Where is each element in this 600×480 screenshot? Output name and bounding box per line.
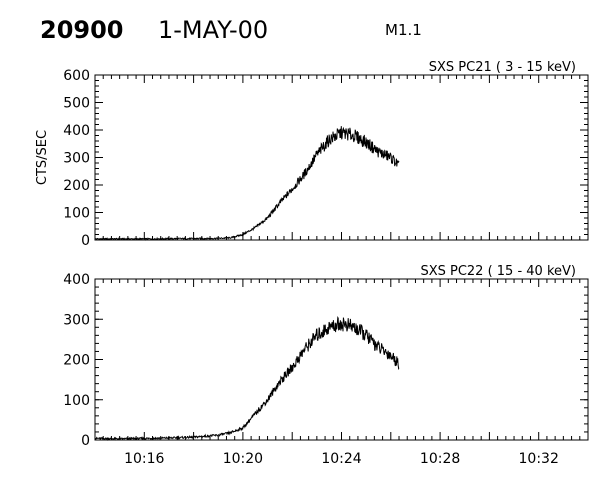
y-tick-label: 400 [63,123,90,139]
y-tick-label: 200 [63,178,90,194]
y-tick-label: 200 [63,353,90,369]
y-tick-label: 600 [63,68,90,84]
flare-class: M1.1 [385,21,422,39]
y-tick-label: 100 [63,206,90,222]
series-line [94,126,400,241]
panel-2: SXS PC22 ( 15 - 40 keV) 0 100 200 300 400 10:1… [63,264,589,467]
x-tick-label: 10:28 [420,451,460,467]
y-tick-label: 0 [81,433,90,449]
series-line [95,316,400,441]
y-axis-label: CTS/SEC [35,130,50,185]
event-date: 1-MAY-00 [158,16,269,44]
plot-frame [94,74,589,241]
event-id: 20900 [40,16,124,44]
x-tick-label: 10:32 [519,451,559,467]
y-tick-label: 0 [81,233,90,249]
y-tick-label: 300 [63,312,90,328]
x-tick-label: 10:24 [321,451,361,467]
y-tick-label: 300 [63,151,90,167]
y-tick-label: 100 [63,393,90,409]
x-tick-label: 10:16 [124,451,164,467]
x-tick-label: 10:20 [223,451,263,467]
y-tick-label: 400 [63,272,90,288]
y-tick-label: 500 [63,96,90,112]
panel-title: SXS PC22 ( 15 - 40 keV) [420,264,576,279]
panel-title: SXS PC21 ( 3 - 15 keV) [429,60,576,75]
plot-frame [94,278,589,441]
panel-1: SXS PC21 ( 3 - 15 keV) CTS/SEC 0 100 200 300 4… [35,60,589,249]
